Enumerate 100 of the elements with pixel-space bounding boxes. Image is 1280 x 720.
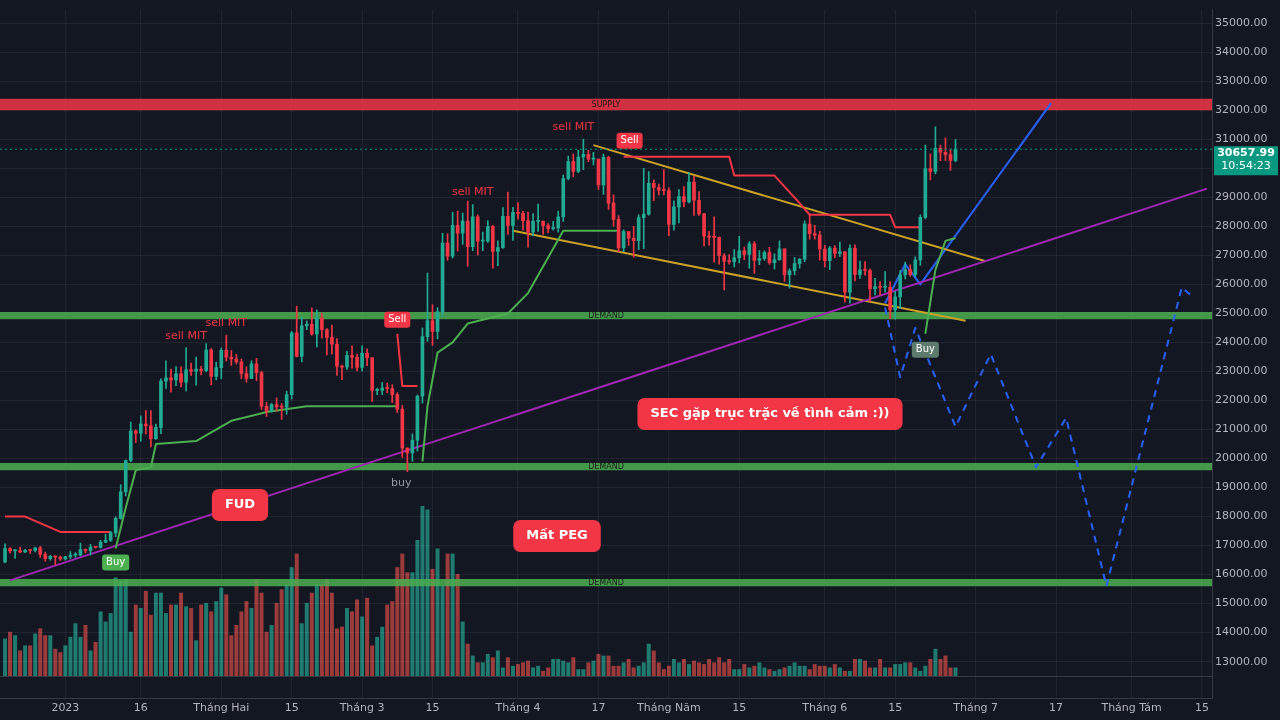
bar bbox=[752, 665, 757, 676]
candlestick bbox=[23, 549, 27, 553]
y-tick-label: 14000.00 bbox=[1215, 625, 1268, 639]
bar bbox=[531, 667, 536, 676]
bar bbox=[842, 670, 847, 676]
bar bbox=[913, 667, 918, 676]
bar bbox=[28, 645, 33, 676]
bar bbox=[591, 660, 596, 676]
annotation: FUD bbox=[224, 496, 256, 512]
bar bbox=[194, 640, 199, 676]
bar bbox=[490, 657, 495, 676]
bar bbox=[782, 667, 787, 676]
x-tick-label: 15 bbox=[888, 701, 903, 715]
bar bbox=[470, 655, 475, 676]
bar bbox=[893, 664, 898, 676]
annotation: Sell bbox=[388, 313, 407, 325]
bar bbox=[314, 584, 319, 676]
bar bbox=[505, 657, 510, 676]
annotation: Sell bbox=[620, 134, 639, 146]
bar bbox=[742, 664, 747, 676]
ref-line-label: 30657.99 bbox=[1217, 146, 1275, 160]
bar bbox=[174, 604, 179, 676]
bar bbox=[686, 664, 691, 676]
bar bbox=[8, 631, 13, 676]
bar bbox=[345, 608, 349, 676]
bar bbox=[616, 665, 621, 676]
bar bbox=[802, 665, 807, 676]
annotation: sell MIT bbox=[552, 120, 595, 134]
y-tick-label: 27000.00 bbox=[1215, 248, 1268, 262]
x-tick-label: 15 bbox=[1194, 701, 1209, 715]
bar bbox=[289, 567, 294, 676]
annotation: Buy bbox=[106, 556, 126, 568]
bar bbox=[209, 611, 214, 676]
bar bbox=[767, 669, 772, 676]
bar bbox=[666, 665, 671, 676]
bar bbox=[3, 638, 8, 676]
bar bbox=[83, 625, 88, 676]
bar bbox=[204, 602, 209, 676]
bar bbox=[224, 594, 229, 676]
bar bbox=[33, 633, 38, 676]
x-tick-label: Tháng Hai bbox=[192, 701, 250, 715]
bar bbox=[475, 662, 480, 676]
x-tick-label: Tháng Năm bbox=[636, 701, 701, 715]
bar bbox=[23, 645, 28, 676]
y-tick-label: 32000.00 bbox=[1215, 103, 1268, 117]
y-tick-label: 15000.00 bbox=[1215, 596, 1268, 610]
y-tick-label: 19000.00 bbox=[1215, 480, 1268, 494]
bar bbox=[857, 659, 862, 676]
x-tick-label: 15 bbox=[732, 701, 747, 715]
y-tick-label: 21000.00 bbox=[1215, 422, 1268, 436]
bar bbox=[450, 553, 455, 676]
bar bbox=[485, 653, 490, 676]
bar bbox=[138, 608, 143, 676]
bar bbox=[294, 553, 299, 676]
bar bbox=[832, 664, 837, 676]
bar bbox=[510, 665, 515, 676]
bar bbox=[596, 653, 601, 676]
y-tick-label: 24000.00 bbox=[1215, 335, 1268, 349]
y-tick-label: 31000.00 bbox=[1215, 132, 1268, 146]
bar bbox=[133, 604, 138, 676]
bar bbox=[88, 650, 93, 676]
y-tick-label: 20000.00 bbox=[1215, 451, 1268, 465]
bar bbox=[938, 659, 943, 676]
y-tick-label: 28000.00 bbox=[1215, 219, 1268, 233]
bar bbox=[873, 667, 878, 676]
y-tick-label: 17000.00 bbox=[1215, 538, 1268, 552]
x-tick-label: Tháng 3 bbox=[338, 701, 385, 715]
bar bbox=[676, 662, 681, 676]
bar bbox=[827, 667, 832, 676]
bar bbox=[953, 667, 958, 676]
y-tick-label: 26000.00 bbox=[1215, 277, 1268, 291]
bar bbox=[249, 608, 254, 676]
annotation: sell MIT bbox=[165, 328, 208, 342]
bar bbox=[747, 667, 752, 676]
annotation: sell MIT bbox=[205, 316, 248, 330]
y-tick-label: 16000.00 bbox=[1215, 567, 1268, 581]
y-tick-label: 34000.00 bbox=[1215, 45, 1268, 59]
annotation: Mất PEG bbox=[526, 527, 588, 543]
bar bbox=[646, 643, 651, 676]
bar bbox=[48, 635, 53, 676]
bar bbox=[777, 669, 782, 676]
bar bbox=[551, 659, 556, 676]
annotation: buy bbox=[391, 476, 413, 490]
x-tick-label: 15 bbox=[284, 701, 299, 715]
y-tick-label: 13000.00 bbox=[1215, 654, 1268, 668]
bar bbox=[883, 667, 888, 676]
bar bbox=[430, 568, 435, 676]
y-tick-label: 29000.00 bbox=[1215, 190, 1268, 204]
bar bbox=[385, 604, 390, 676]
bar bbox=[908, 662, 913, 676]
bar bbox=[199, 604, 204, 676]
x-tick-label: Tháng 7 bbox=[952, 701, 999, 715]
bar bbox=[279, 589, 284, 676]
bar bbox=[304, 602, 309, 676]
annotation: SEC gặp trục trặc về tình cảm :)) bbox=[650, 405, 890, 421]
bar bbox=[309, 592, 314, 676]
bar bbox=[847, 670, 852, 676]
bar bbox=[852, 659, 857, 676]
band-label: SUPPLY bbox=[591, 99, 621, 109]
bar bbox=[576, 669, 581, 676]
